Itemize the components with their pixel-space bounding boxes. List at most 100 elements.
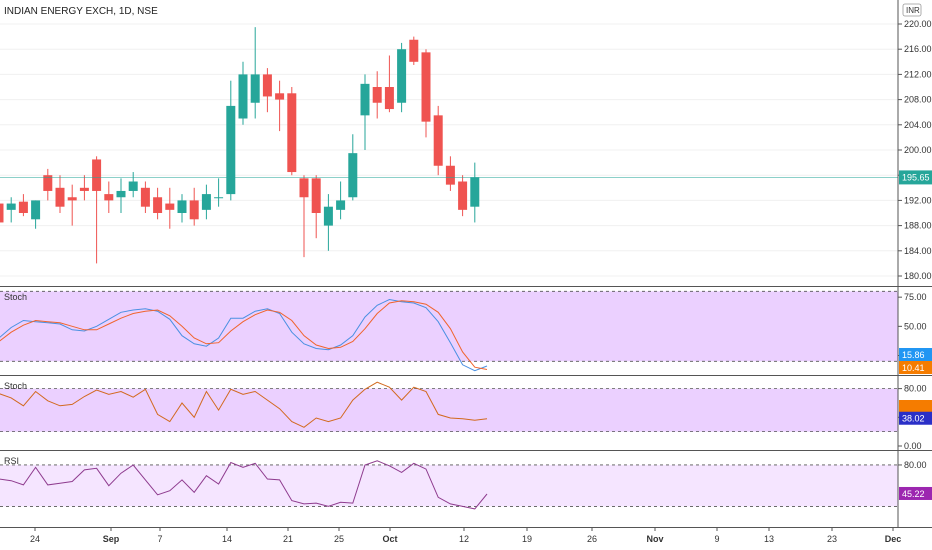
candle-body <box>275 93 285 100</box>
candle-body <box>458 181 468 210</box>
currency-label: INR <box>906 6 920 15</box>
time-axis[interactable]: 24 Sep 7 14 21 25 Oct 12 19 26 Nov 9 13 23 Dec <box>30 527 901 544</box>
y-tick-label: 204.00 <box>904 120 932 130</box>
last-price-label: 195.65 <box>902 172 930 182</box>
x-tick-label: Nov <box>646 534 663 544</box>
pane-title: Stoch <box>4 292 27 302</box>
x-tick-label: 26 <box>587 534 597 544</box>
candle-body <box>79 187 89 191</box>
y-tick-label: 75.00 <box>904 292 927 302</box>
candle-body <box>214 197 224 199</box>
candle-body <box>55 187 65 207</box>
candle-body <box>201 194 211 210</box>
candle-body <box>311 178 321 213</box>
x-tick-label: 14 <box>222 534 232 544</box>
y-tick-label: 192.00 <box>904 195 932 205</box>
candle-body <box>262 74 272 97</box>
candle-body <box>140 187 150 207</box>
candle-body <box>31 200 41 220</box>
x-tick-label: Sep <box>103 534 120 544</box>
y-tick-label: 180.00 <box>904 271 932 281</box>
candle-body <box>372 87 382 103</box>
x-tick-label: 13 <box>764 534 774 544</box>
pane-title: RSI <box>4 456 19 466</box>
series-line-0 <box>0 460 488 510</box>
y-tick-label: 208.00 <box>904 95 932 105</box>
candle-body <box>104 194 114 201</box>
value-tag <box>899 348 932 361</box>
y-tick-label: 0.00 <box>904 441 922 451</box>
y-tick-label: 220.00 <box>904 19 932 29</box>
y-tick-label: 200.00 <box>904 145 932 155</box>
band-fill <box>0 388 898 432</box>
x-tick-label: 12 <box>459 534 469 544</box>
candle-body <box>348 153 358 198</box>
main-price-pane[interactable]: 180.00184.00188.00192.00196.00200.00204.… <box>0 19 932 281</box>
value-tag-label: 15.86 <box>902 350 925 360</box>
value-tag-label: 10.41 <box>902 363 925 373</box>
y-tick-label: 80.00 <box>904 384 927 394</box>
candle-body <box>238 74 248 119</box>
chart-title: INDIAN ENERGY EXCH, 1D, NSE <box>4 6 158 17</box>
x-tick-label: 19 <box>522 534 532 544</box>
candle-body <box>189 200 199 220</box>
y-tick-label: 50.00 <box>904 321 927 331</box>
y-tick-label: 212.00 <box>904 69 932 79</box>
x-tick-label: 23 <box>827 534 837 544</box>
candle-body <box>336 200 346 210</box>
x-tick-label: 7 <box>157 534 162 544</box>
rsi-pane[interactable]: RSI 80.00 45.22 <box>0 456 932 510</box>
candle-body <box>43 175 53 191</box>
candle-body <box>323 206 333 226</box>
candle-body <box>433 115 443 166</box>
candle-body <box>360 83 370 116</box>
value-tag <box>899 361 932 374</box>
candle-body <box>165 203 175 210</box>
candle-body <box>409 39 419 62</box>
currency-badge <box>902 3 922 17</box>
series-line-0 <box>0 381 488 428</box>
candle-body <box>153 197 163 213</box>
band-fill <box>0 464 898 507</box>
candle-body <box>287 93 297 173</box>
candle-body <box>116 190 126 198</box>
candle-body <box>384 87 394 110</box>
chart-header: INDIAN ENERGY EXCH, 1D, NSE INR <box>4 3 922 17</box>
x-tick-label: 21 <box>283 534 293 544</box>
value-tag <box>899 411 932 425</box>
candle-body <box>421 52 431 122</box>
candle-body <box>67 197 77 201</box>
x-tick-label: Oct <box>382 534 397 544</box>
candle-body <box>92 159 102 191</box>
candle-body <box>0 203 4 223</box>
x-tick-label: 24 <box>30 534 40 544</box>
value-tag-label: 45.22 <box>902 489 925 499</box>
candle-body <box>18 201 28 213</box>
y-tick-label: 184.00 <box>904 246 932 256</box>
x-tick-label: 9 <box>714 534 719 544</box>
candle-body <box>6 203 16 210</box>
candle-body <box>128 181 138 191</box>
candle-body <box>177 200 187 213</box>
candle-body <box>250 74 260 103</box>
candle-body <box>397 49 407 103</box>
candle-body <box>299 178 309 198</box>
series-line-0 <box>0 298 488 372</box>
candle-body <box>470 177 480 207</box>
series-line-1 <box>0 300 488 370</box>
pane-title: Stoch <box>4 381 27 391</box>
y-tick-label: 188.00 <box>904 221 932 231</box>
marker-tag <box>899 400 932 412</box>
candle-body <box>445 165 455 185</box>
value-tag <box>899 486 932 500</box>
y-tick-label: 80.00 <box>904 460 927 470</box>
last-price-tag <box>899 170 932 185</box>
y-tick-label: 216.00 <box>904 44 932 54</box>
value-tag-label: 38.02 <box>902 414 925 424</box>
candle-body <box>226 105 236 195</box>
x-tick-label: 25 <box>334 534 344 544</box>
x-tick-label: Dec <box>885 534 902 544</box>
